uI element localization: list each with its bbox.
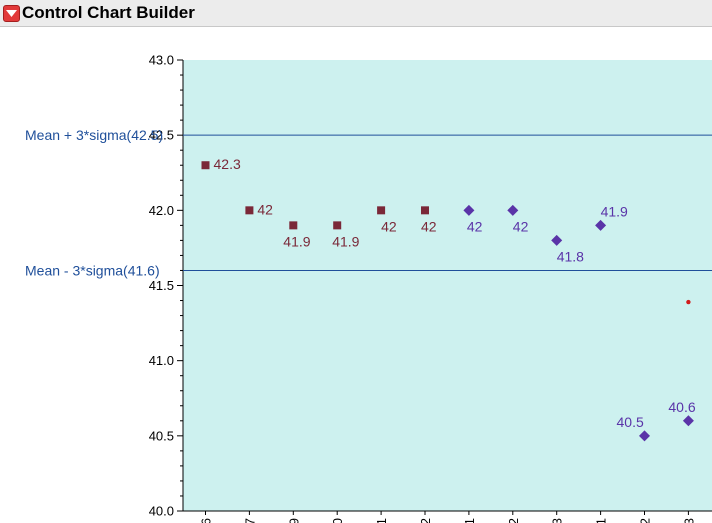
data-label: 42 bbox=[381, 218, 397, 234]
data-point-diamond bbox=[463, 204, 475, 216]
y-tick-label: 42.0 bbox=[149, 203, 174, 218]
x-tick-label: 3 bbox=[681, 518, 696, 523]
data-label: 41.9 bbox=[332, 233, 359, 249]
data-label: 41.8 bbox=[557, 248, 584, 264]
data-point-diamond bbox=[682, 415, 694, 427]
data-label: 41.9 bbox=[601, 203, 628, 219]
title-bar: Control Chart Builder bbox=[0, 0, 712, 27]
data-point-square bbox=[421, 206, 429, 215]
upper-limit-label: Mean + 3*sigma(42.5) bbox=[25, 127, 163, 143]
data-label: 41.9 bbox=[283, 233, 310, 249]
data-label: 42 bbox=[513, 218, 529, 234]
data-label: 42.3 bbox=[214, 156, 241, 172]
y-tick-label: 41.5 bbox=[149, 278, 174, 293]
data-point-diamond bbox=[639, 430, 650, 442]
chart-title: Control Chart Builder bbox=[22, 3, 195, 22]
data-point-square bbox=[245, 206, 254, 215]
data-point-diamond bbox=[551, 234, 563, 246]
data-label: 42 bbox=[467, 218, 483, 234]
data-point-square bbox=[377, 206, 386, 215]
x-tick-label: 2 bbox=[418, 518, 433, 523]
x-tick-label: 7 bbox=[242, 518, 257, 523]
data-point-square bbox=[289, 221, 298, 230]
x-tick-label: 2 bbox=[506, 518, 521, 523]
data-point-diamond bbox=[595, 219, 607, 231]
x-tick-label: 0 bbox=[330, 518, 345, 523]
x-tick-label: 2 bbox=[638, 518, 653, 523]
x-tick-label: 1 bbox=[594, 518, 609, 523]
lower-limit-label: Mean - 3*sigma(41.6) bbox=[25, 262, 160, 278]
y-tick-label: 42.5 bbox=[149, 128, 174, 143]
x-tick-label: 3 bbox=[550, 518, 565, 523]
x-tick-label: 1 bbox=[374, 518, 389, 523]
data-point-square bbox=[201, 161, 210, 170]
y-tick-label: 40.5 bbox=[149, 428, 174, 443]
y-tick-label: 40.0 bbox=[149, 504, 174, 519]
x-tick-label: 1 bbox=[462, 518, 477, 523]
x-tick-label: 9 bbox=[286, 518, 301, 523]
y-tick-label: 41.0 bbox=[149, 353, 174, 368]
y-tick-label: 43.0 bbox=[149, 53, 174, 68]
disclosure-triangle-icon[interactable] bbox=[3, 5, 20, 22]
data-point-square bbox=[333, 221, 342, 230]
data-label: 42 bbox=[421, 218, 437, 234]
data-label: 40.5 bbox=[617, 414, 644, 430]
data-point-diamond bbox=[507, 204, 519, 216]
flagged-point bbox=[686, 299, 691, 305]
data-label: 42 bbox=[257, 201, 273, 217]
plot-area bbox=[183, 60, 712, 511]
x-tick-label: 6 bbox=[199, 518, 214, 523]
data-label: 40.6 bbox=[668, 399, 695, 415]
